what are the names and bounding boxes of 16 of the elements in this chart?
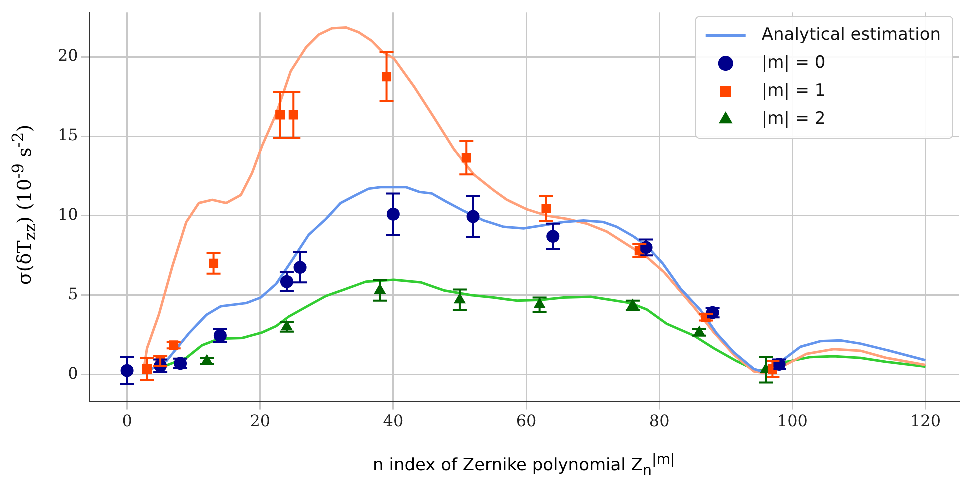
y-tick-label: 0 xyxy=(68,364,78,383)
y-tick-label: 10 xyxy=(58,205,78,224)
legend-label: Analytical estimation xyxy=(762,25,942,46)
y-tick-label: 5 xyxy=(68,284,78,304)
x-tick-label: 120 xyxy=(910,412,942,431)
x-tick-label: 100 xyxy=(777,412,808,431)
x-tick-label: 60 xyxy=(516,412,537,431)
x-tick-label: 80 xyxy=(649,412,670,431)
x-tick-label: 40 xyxy=(383,412,404,431)
y-tick-label: 20 xyxy=(58,46,78,66)
legend-label: |m| = 1 xyxy=(762,81,826,102)
y-tick-label: 15 xyxy=(58,126,78,145)
x-tick-label: 20 xyxy=(250,412,271,431)
legend-label: |m| = 2 xyxy=(762,109,826,130)
x-tick-label: 0 xyxy=(122,412,132,431)
legend-label: |m| = 0 xyxy=(762,53,826,74)
